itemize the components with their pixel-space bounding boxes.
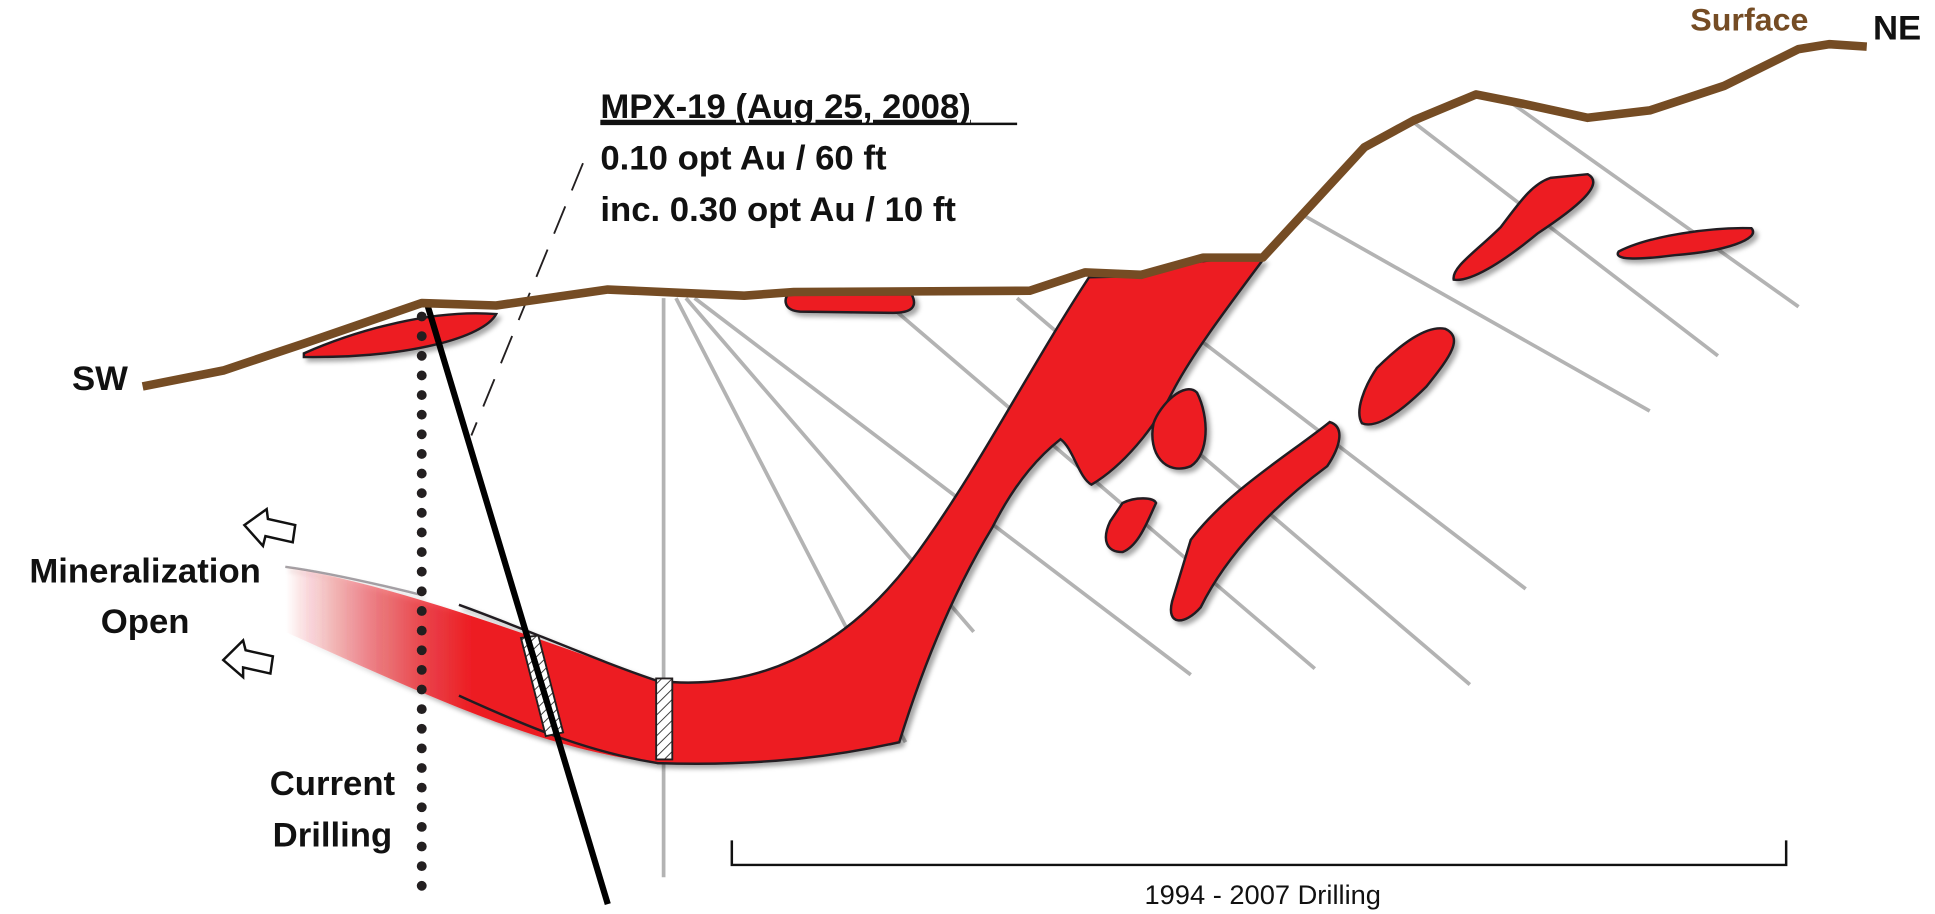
cross-section: Surface NE SW Mineralization Open Curren… (0, 0, 1935, 914)
drilling-bracket (732, 840, 1786, 865)
ne-label: NE (1873, 9, 1921, 47)
sw-label: SW (72, 360, 128, 398)
current-drilling-label: Drilling (273, 817, 393, 855)
surface-label: Surface (1690, 2, 1808, 38)
mineralization (285, 174, 1753, 764)
mineralization-label: Open (101, 603, 190, 641)
page: Surface NE SW Mineralization Open Curren… (0, 0, 1935, 914)
historic-drilling-label: 1994 - 2007 Drilling (1144, 879, 1381, 910)
callout-line: inc. 0.30 opt Au / 10 ft (600, 191, 956, 229)
mineralization-label: Mineralization (29, 553, 261, 591)
callout-line: 0.10 opt Au / 60 ft (600, 139, 887, 177)
mpx-19-hole (428, 307, 608, 904)
open-arrows (223, 509, 295, 677)
callout-title: MPX-19 (Aug 25, 2008) (600, 88, 970, 126)
current-drilling-label: Current (270, 765, 396, 803)
